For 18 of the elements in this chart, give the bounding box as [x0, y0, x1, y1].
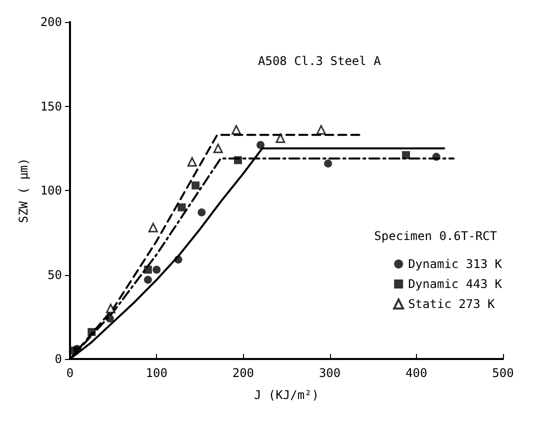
x-axis-title: J (KJ/m²)	[254, 388, 320, 402]
y-axis-title: SZW ( μm)	[16, 158, 30, 224]
legend-title: Specimen 0.6T-RCT	[374, 229, 498, 243]
legend-label: Static 273 K	[408, 297, 496, 311]
text: A508 Cl.3 Steel A	[258, 54, 382, 68]
x-tick-label: 100	[146, 366, 168, 380]
legend-label: Dynamic 443 K	[408, 277, 503, 291]
x-tick-label: 0	[66, 366, 74, 380]
x-tick-label: 200	[232, 366, 254, 380]
y-tick-label: 100	[40, 184, 62, 198]
y-tick-label: 0	[54, 352, 62, 366]
x-tick-label: 500	[492, 366, 514, 380]
x-tick-label: 400	[406, 366, 428, 380]
y-tick-label: 150	[40, 99, 62, 114]
legend-label: Dynamic 313 K	[408, 257, 503, 271]
y-tick-label: 50	[48, 268, 62, 282]
y-tick-label: 200	[40, 15, 62, 29]
x-tick-label: 300	[318, 366, 341, 380]
